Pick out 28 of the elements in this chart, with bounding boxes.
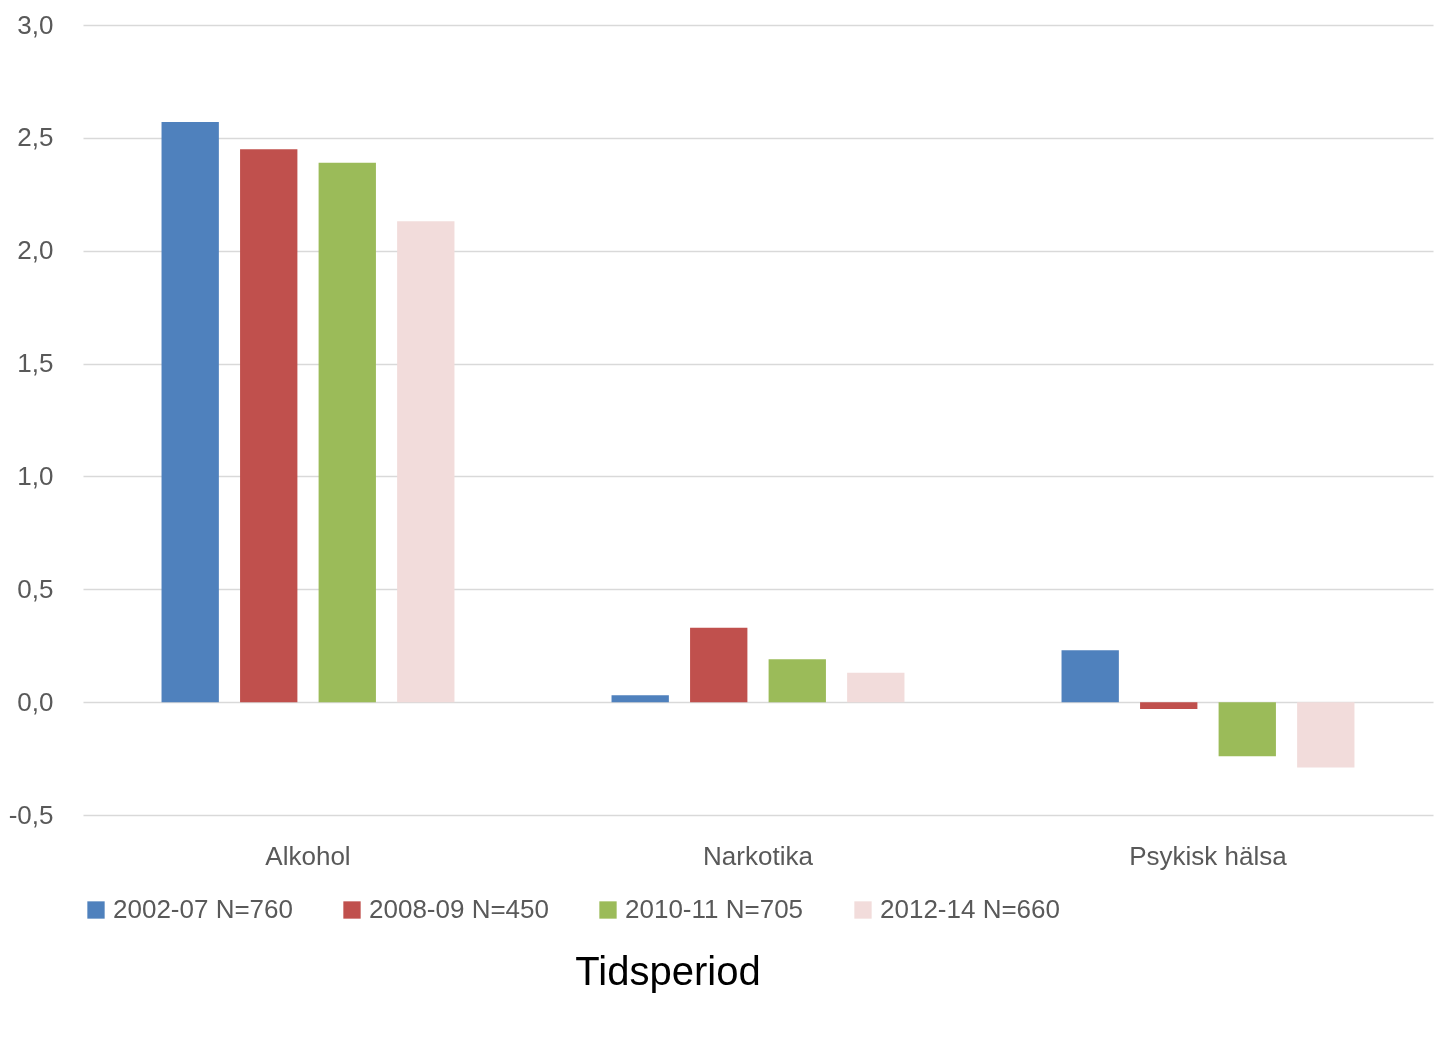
y-tick-label: 0,0 bbox=[17, 686, 54, 717]
x-tick-label: Alkohol bbox=[265, 840, 351, 871]
y-tick-label: 1,5 bbox=[17, 348, 54, 379]
y-tick-label: 2,0 bbox=[17, 235, 54, 266]
bar bbox=[1218, 702, 1276, 757]
y-tick-label: -0,5 bbox=[8, 799, 54, 830]
y-tick-label: 0,5 bbox=[17, 573, 54, 604]
y-tick-label: 1,0 bbox=[17, 460, 54, 491]
bar bbox=[1061, 650, 1119, 703]
bar bbox=[318, 162, 376, 703]
bar bbox=[161, 122, 219, 703]
legend-label: 2008-09 N=450 bbox=[369, 894, 549, 924]
legend-label: 2002-07 N=760 bbox=[113, 894, 293, 924]
bar bbox=[1297, 702, 1355, 768]
y-tick-label: 3,0 bbox=[17, 9, 54, 40]
bar bbox=[397, 221, 455, 703]
bar bbox=[847, 672, 905, 703]
legend-label: 2012-14 N=660 bbox=[880, 894, 1060, 924]
bar bbox=[768, 659, 826, 703]
x-tick-label: Psykisk hälsa bbox=[1129, 840, 1288, 871]
x-axis-title: Tidsperiod bbox=[575, 949, 761, 993]
bar bbox=[611, 695, 669, 703]
bar bbox=[1140, 702, 1198, 709]
legend-label: 2010-11 N=705 bbox=[625, 894, 804, 924]
y-tick-label: 2,5 bbox=[17, 122, 54, 153]
bar bbox=[690, 627, 748, 703]
x-tick-label: Narkotika bbox=[703, 840, 814, 871]
bar bbox=[240, 149, 298, 703]
